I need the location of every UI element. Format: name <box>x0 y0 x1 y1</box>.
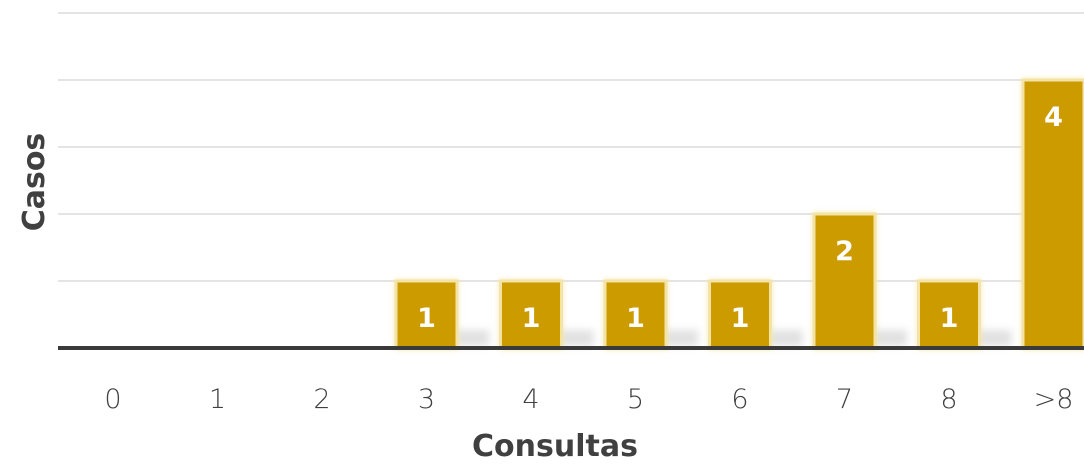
x-tick-label: 0 <box>104 384 121 415</box>
x-tick-label: >8 <box>1034 384 1074 415</box>
bar <box>499 279 563 350</box>
x-tick-label: 1 <box>209 384 226 415</box>
x-tick-label: 5 <box>627 384 644 415</box>
bar-value-label: 1 <box>522 303 541 334</box>
bar-shadow <box>871 330 907 346</box>
bar <box>708 279 772 350</box>
x-axis-title: Consultas <box>472 429 638 464</box>
bar-shadow <box>557 330 594 346</box>
x-tick-label: 4 <box>522 384 539 415</box>
x-tick-label: 3 <box>418 384 435 415</box>
x-tick-label: 6 <box>731 384 748 415</box>
bar-value-label: 1 <box>940 303 959 334</box>
gridlines <box>58 12 1084 282</box>
x-tick-label: 7 <box>836 384 853 415</box>
bar-shadow <box>975 330 1012 346</box>
bar-value-label: 1 <box>417 303 436 334</box>
bar-shadow <box>766 330 803 346</box>
bar <box>1021 78 1084 350</box>
bar-value-label: 1 <box>731 303 750 334</box>
bar <box>394 279 459 350</box>
bar-value-label: 1 <box>626 303 645 334</box>
bar-shadow <box>662 330 698 346</box>
bar-value-label: 2 <box>835 236 854 267</box>
x-tick-label: 8 <box>940 384 957 415</box>
x-tick-label: 2 <box>313 384 330 415</box>
x-tick-labels: 0 1 2 3 4 5 6 7 8 >8 <box>104 384 1073 415</box>
bar <box>603 279 668 350</box>
y-axis-title: Casos <box>17 133 52 232</box>
bars: 1 1 1 1 2 1 4 <box>394 78 1084 350</box>
bar <box>812 212 877 350</box>
bar-shadow <box>453 330 489 346</box>
bar-shadows <box>453 330 1084 346</box>
bar-value-label: 4 <box>1044 102 1063 133</box>
